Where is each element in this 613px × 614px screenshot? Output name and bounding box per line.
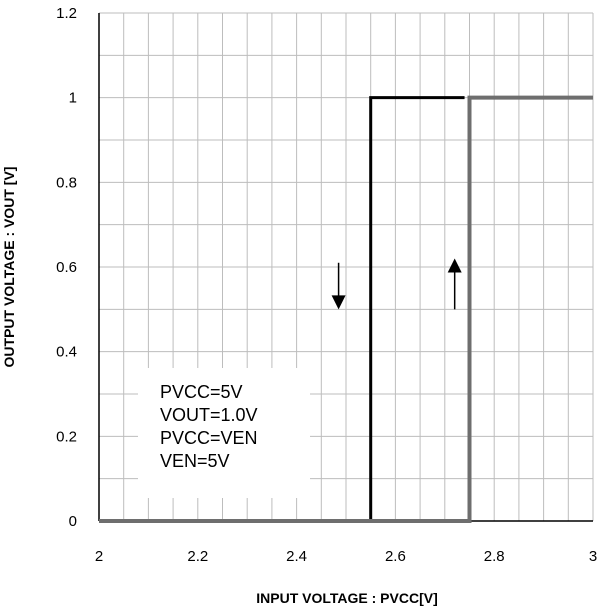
conditions-box: PVCC=5V VOUT=1.0V PVCC=VEN VEN=5V [138, 368, 310, 498]
x-tick-label: 2.2 [187, 548, 208, 565]
y-tick-label: 1 [69, 90, 77, 107]
y-axis-label: OUTPUT VOLTAGE : VOUT [V] [1, 167, 17, 368]
series-group [99, 95, 593, 523]
y-tick-label: 0.2 [56, 428, 77, 445]
x-tick-label: 2.4 [286, 548, 307, 565]
y-tick-label: 0.4 [56, 344, 77, 361]
conditions-line: VEN=5V [160, 451, 230, 471]
y-tick-label: 0 [69, 513, 77, 530]
arrow-down-icon [331, 262, 346, 310]
arrow-up-icon [447, 258, 462, 310]
series-line-rising [99, 95, 593, 523]
x-tick-label: 2.6 [385, 548, 406, 565]
x-tick-label: 3 [589, 548, 597, 565]
arrow-head [447, 258, 462, 273]
tick-labels: 2 2.2 2.4 2.6 2.8 3 0 0.2 0.4 0.6 0.8 1 1.2 [56, 5, 597, 565]
y-tick-label: 1.2 [56, 5, 77, 22]
x-tick-label: 2.8 [484, 548, 505, 565]
arrow-head [331, 295, 346, 310]
y-tick-label: 0.8 [56, 174, 77, 191]
conditions-line: PVCC=VEN [160, 428, 258, 448]
x-axis-label: INPUT VOLTAGE : PVCC[V] [256, 590, 437, 606]
conditions-box-bg [138, 368, 310, 498]
conditions-line: PVCC=5V [160, 382, 243, 402]
conditions-line: VOUT=1.0V [160, 405, 258, 425]
arrows [331, 258, 462, 310]
x-tick-label: 2 [95, 548, 103, 565]
y-tick-label: 0.6 [56, 259, 77, 276]
